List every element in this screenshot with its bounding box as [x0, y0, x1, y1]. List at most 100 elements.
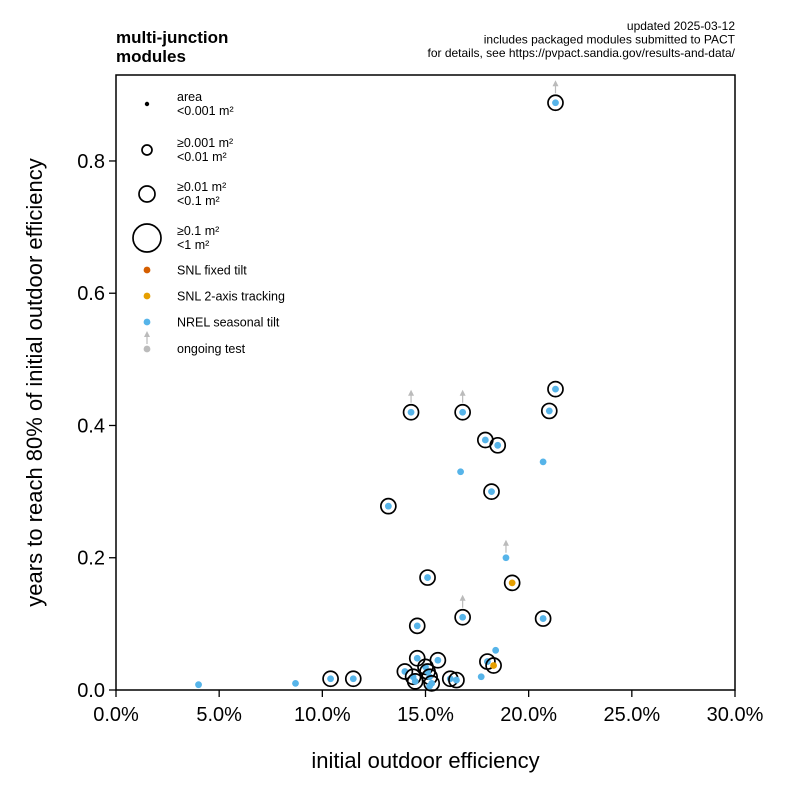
legend-label: SNL fixed tilt [177, 264, 247, 278]
area-ring [547, 380, 564, 398]
area-ring [485, 657, 502, 674]
ongoing-arrow-head [459, 389, 466, 396]
data-point [483, 483, 500, 500]
data-dot [413, 622, 421, 630]
ongoing-arrow-head [502, 539, 509, 546]
data-point [402, 389, 420, 421]
area-ring [534, 610, 552, 627]
y-tick-label: 0.6 [77, 283, 105, 305]
data-point [406, 673, 424, 690]
legend-marker [141, 144, 153, 156]
legend-label: ≥0.01 m² [177, 180, 226, 194]
data-dot [292, 679, 299, 687]
area-ring [322, 670, 339, 688]
legend-label: SNL 2-axis tracking [177, 290, 285, 304]
ongoing-arrow-head [144, 331, 150, 337]
area-ring [408, 617, 426, 635]
area-ring [547, 94, 564, 112]
y-tick-label: 0.4 [77, 415, 105, 437]
ongoing-arrow-head [408, 389, 415, 396]
legend-ongoing-entry: ongoing test [143, 331, 246, 356]
legend-label: <0.1 m² [177, 194, 220, 208]
area-ring [423, 675, 441, 692]
data-point [547, 380, 564, 398]
area-ring [406, 673, 424, 690]
data-dot [459, 613, 467, 621]
data-point [485, 657, 502, 674]
area-ring [344, 670, 362, 688]
ongoing-arrow-head [552, 80, 559, 87]
legend-marker [143, 345, 151, 353]
data-points [195, 80, 564, 692]
data-point [426, 682, 434, 690]
area-ring [540, 402, 558, 420]
legend-label: ≥0.001 m² [177, 136, 233, 150]
x-tick-label: 20.0% [500, 704, 557, 726]
chart-title-line: modules [116, 47, 186, 66]
legend-color-entry: SNL 2-axis tracking [143, 290, 285, 304]
x-tick-label: 10.0% [294, 704, 351, 726]
legend-label: ≥0.1 m² [177, 224, 219, 238]
legend-size-entry: ≥0.1 m²<1 m² [132, 223, 219, 253]
data-point [419, 569, 436, 586]
chart-note-line: for details, see https://pvpact.sandia.g… [427, 46, 735, 60]
data-dot [502, 554, 510, 562]
area-ring [396, 663, 414, 680]
data-point [408, 617, 426, 635]
area-ring [402, 403, 420, 421]
legend-size-entry: ≥0.001 m²<0.01 m² [141, 136, 233, 164]
chart-note-line: includes packaged modules submitted to P… [484, 33, 736, 47]
legend-color-entry: NREL seasonal tilt [143, 316, 280, 330]
data-point [448, 671, 465, 689]
area-ring [489, 436, 507, 454]
data-dot [539, 615, 547, 622]
x-tick-label: 30.0% [707, 704, 764, 726]
legend-label: <0.01 m² [177, 150, 227, 164]
data-dot [488, 488, 495, 496]
data-dot [492, 646, 500, 654]
area-ring [454, 608, 471, 626]
legend-color-entry: SNL fixed tilt [143, 264, 247, 278]
legend-marker [138, 185, 156, 203]
legend-marker [143, 292, 151, 300]
x-tick-label: 15.0% [397, 704, 454, 726]
data-dot [426, 682, 434, 690]
data-dot [411, 678, 419, 685]
data-point [454, 389, 471, 421]
data-dot [457, 468, 464, 476]
plot-frame [115, 74, 736, 691]
data-point [344, 670, 362, 688]
legend-label: ongoing test [177, 342, 246, 356]
y-axis-label: years to reach 80% of initial outdoor ef… [22, 158, 47, 606]
data-dot [459, 408, 467, 416]
legend-size-entry: ≥0.01 m²<0.1 m² [138, 180, 226, 208]
data-point [477, 673, 485, 681]
legend-marker [132, 223, 162, 253]
y-axis: 0.0 0.2 0.4 0.6 0.8 [77, 151, 116, 702]
data-point [502, 539, 510, 562]
x-tick-label: 5.0% [196, 704, 242, 726]
data-point [492, 646, 500, 654]
chart-note-line: updated 2025-03-12 [627, 19, 735, 33]
data-dot [384, 502, 392, 510]
data-point [195, 681, 202, 689]
data-dot [453, 676, 460, 684]
data-dot [481, 436, 489, 444]
data-dot [477, 673, 485, 681]
data-dot [545, 407, 553, 415]
data-dot [349, 675, 357, 683]
data-point [503, 574, 521, 592]
data-dot [407, 408, 415, 416]
legend-marker [143, 318, 151, 326]
data-point [380, 497, 397, 515]
data-dot [327, 675, 334, 683]
y-tick-label: 0.2 [77, 548, 105, 570]
data-dot [508, 579, 516, 587]
legend: area<0.001 m²≥0.001 m²<0.01 m²≥0.01 m²<0… [132, 90, 285, 356]
area-ring [380, 497, 397, 515]
data-point [408, 649, 426, 667]
data-point [534, 610, 552, 627]
data-point [540, 402, 558, 420]
